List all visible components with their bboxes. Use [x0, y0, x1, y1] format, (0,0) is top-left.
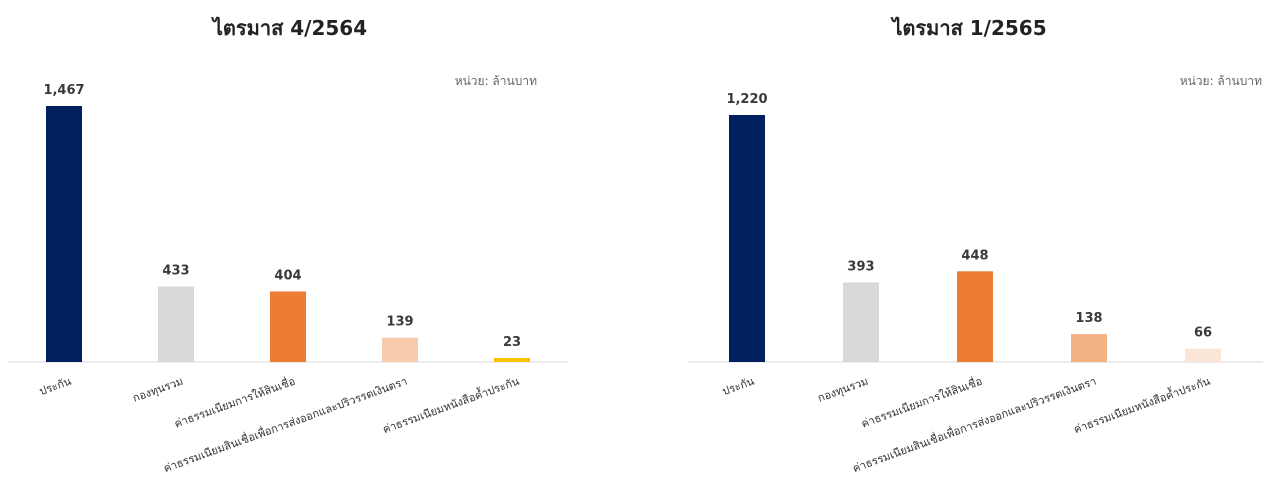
category-label: ประกัน [721, 374, 757, 398]
data-label: 1,467 [43, 83, 84, 98]
bar-chart-q4-2564: 1,467ประกัน433กองทุนรวม404ค่าธรรมเนียมกา… [8, 83, 568, 475]
bar [494, 357, 530, 362]
category-label: กองทุนรวม [131, 375, 185, 405]
data-label: 404 [274, 268, 301, 283]
category-label: ประกัน [38, 374, 74, 398]
chart-panel-q4-2564: ไตรมาส 4/2564 หน่วย: ล้านบาท 1,467 ประกัน… [0, 0, 580, 488]
data-label: 66 [1194, 326, 1212, 341]
bar [1071, 334, 1107, 362]
chart-title: ไตรมาส 1/2565 [892, 16, 1047, 40]
bar-chart-q1-2565: 1,220ประกัน393กองทุนรวม448ค่าธรรมเนียมกา… [688, 92, 1263, 475]
chart-title: ไตรมาส 4/2564 [212, 16, 368, 40]
data-label: 1,220 [726, 92, 767, 107]
data-label: 448 [961, 248, 988, 263]
category-label: กองทุนรวม [816, 375, 870, 405]
bar [46, 106, 82, 362]
data-label: 433 [162, 263, 189, 278]
bar [957, 271, 993, 362]
data-label: 138 [1075, 311, 1102, 326]
chart-panel-q1-2565: ไตรมาส 1/2565 หน่วย: ล้านบาท 1,220 ประกัน… [668, 0, 1271, 488]
unit-label: หน่วย: ล้านบาท [1179, 74, 1262, 88]
unit-label: หน่วย: ล้านบาท [454, 74, 537, 88]
data-label: 23 [503, 335, 521, 350]
data-label: 393 [847, 259, 874, 274]
data-label: 139 [386, 315, 413, 330]
bar [1185, 348, 1221, 362]
bar [158, 286, 194, 362]
bar [382, 337, 418, 362]
bar [843, 282, 879, 362]
bar [729, 115, 765, 362]
bar [270, 291, 306, 362]
